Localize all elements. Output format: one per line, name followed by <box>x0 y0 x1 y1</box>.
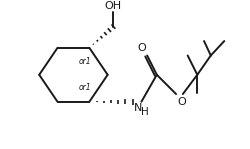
Text: N: N <box>134 103 142 113</box>
Text: O: O <box>177 97 186 107</box>
Text: OH: OH <box>105 1 122 11</box>
Text: or1: or1 <box>79 83 91 92</box>
Text: or1: or1 <box>79 57 91 66</box>
Text: O: O <box>137 43 146 53</box>
Text: H: H <box>142 107 149 117</box>
